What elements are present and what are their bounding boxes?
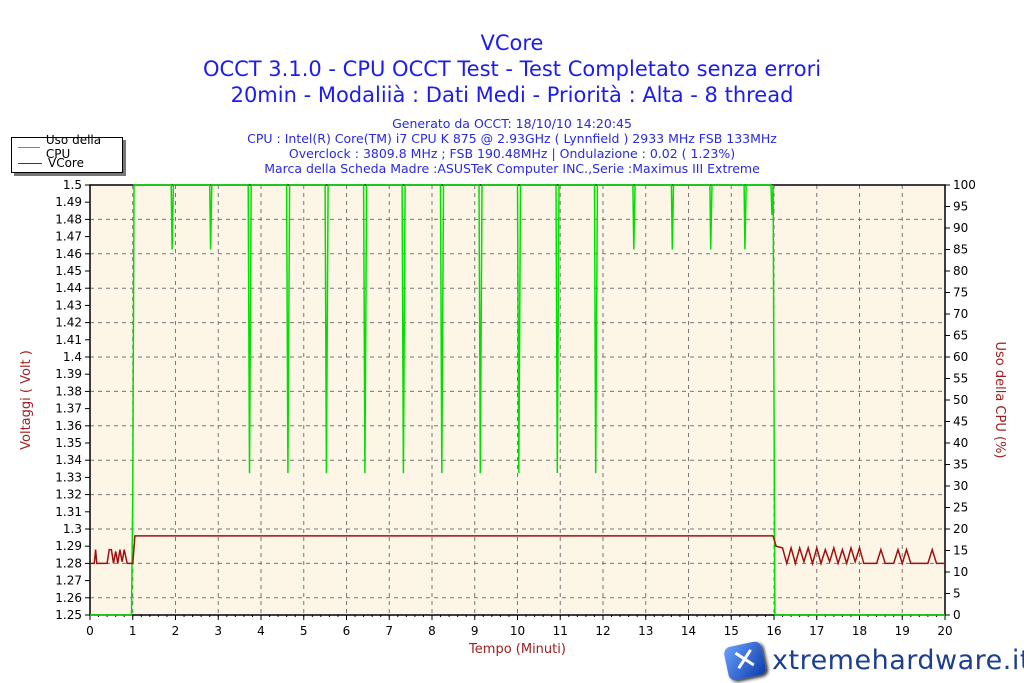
chart-subtitle-1: OCCT 3.1.0 - CPU OCCT Test - Test Comple…	[202, 57, 822, 81]
y-tick-label: 1.34	[55, 453, 82, 467]
legend: Uso della CPU VCore	[11, 133, 123, 173]
y2-tick-label: 30	[953, 479, 968, 493]
chart-subtitle-2: 20min - Modaliià : Dati Medi - Priorità …	[230, 83, 794, 107]
y-tick-label: 1.47	[55, 230, 82, 244]
legend-label: VCore	[48, 156, 84, 170]
x-logo-icon: ✕	[722, 640, 768, 682]
x-tick-label: 7	[385, 624, 393, 638]
series-line-vcore	[90, 535, 945, 567]
y-tick-label: 1.29	[55, 539, 82, 553]
y-tick-label: 1.44	[55, 281, 82, 295]
y2-tick-label: 90	[953, 221, 968, 235]
y-tick-label: 1.3	[63, 522, 82, 536]
y-tick-label: 1.43	[55, 298, 82, 312]
y2-tick-label: 0	[953, 608, 961, 622]
y-tick-label: 1.33	[55, 470, 82, 484]
watermark-text: xtremehardware.it	[772, 645, 1024, 676]
x-tick-label: 5	[300, 624, 308, 638]
chart-title: VCore	[480, 31, 544, 55]
x-tick-label: 16	[766, 624, 781, 638]
y2-tick-label: 55	[953, 372, 968, 386]
y-tick-label: 1.45	[55, 264, 82, 278]
x-tick-label: 3	[214, 624, 222, 638]
series-line-cpu	[90, 184, 945, 616]
x-tick-label: 13	[638, 624, 653, 638]
legend-label: Uso della CPU	[45, 133, 102, 161]
info-generated: Generato da OCCT: 18/10/10 14:20:45	[392, 116, 632, 131]
y2-tick-label: 35	[953, 458, 968, 472]
y-tick-label: 1.35	[55, 436, 82, 450]
x-tick-label: 20	[937, 624, 952, 638]
y2-tick-label: 100	[953, 178, 976, 192]
y-tick-label: 1.4	[63, 350, 82, 364]
info-cpu: CPU : Intel(R) Core(TM) i7 CPU K 875 @ 2…	[247, 131, 777, 146]
x-tick-label: 8	[428, 624, 436, 638]
x-tick-label: 18	[852, 624, 867, 638]
x-tick-label: 12	[595, 624, 610, 638]
y-tick-label: 1.27	[55, 574, 82, 588]
y2-tick-label: 60	[953, 350, 968, 364]
y-tick-label: 1.42	[55, 316, 82, 330]
x-tick-label: 1	[129, 624, 137, 638]
y2-tick-label: 80	[953, 264, 968, 278]
y2-tick-label: 5	[953, 587, 961, 601]
watermark-logo: ✕ xtremehardware.it	[722, 640, 1024, 682]
x-tick-label: 14	[681, 624, 696, 638]
y2-tick-label: 40	[953, 436, 968, 450]
y-axis-label: Voltaggi ( Volt )	[19, 350, 34, 450]
y-tick-label: 1.46	[55, 247, 82, 261]
y-tick-label: 1.38	[55, 384, 82, 398]
y2-tick-label: 95	[953, 200, 968, 214]
x-tick-label: 0	[86, 624, 94, 638]
info-overclock: Overclock : 3809.8 MHz ; FSB 190.48MHz |…	[288, 146, 736, 161]
y2-tick-label: 50	[953, 393, 968, 407]
x-tick-label: 11	[553, 624, 568, 638]
y2-tick-label: 65	[953, 329, 968, 343]
y2-tick-label: 15	[953, 544, 968, 558]
y2-tick-label: 20	[953, 522, 968, 536]
y2-tick-label: 45	[953, 415, 968, 429]
y-tick-label: 1.48	[55, 212, 82, 226]
y2-tick-label: 75	[953, 286, 968, 300]
y2-tick-label: 10	[953, 565, 968, 579]
y2-axis-label: Uso della CPU (%)	[992, 341, 1007, 458]
y-tick-label: 1.31	[55, 505, 82, 519]
y-tick-label: 1.49	[55, 195, 82, 209]
x-tick-label: 6	[343, 624, 351, 638]
x-tick-label: 2	[172, 624, 180, 638]
legend-item-vcore: VCore	[18, 155, 84, 171]
x-tick-label: 9	[471, 624, 479, 638]
y-tick-label: 1.5	[63, 178, 82, 192]
x-tick-label: 17	[809, 624, 824, 638]
y2-tick-label: 70	[953, 307, 968, 321]
y2-tick-label: 85	[953, 243, 968, 257]
x-tick-label: 4	[257, 624, 265, 638]
y-tick-label: 1.41	[55, 333, 82, 347]
y-tick-label: 1.25	[55, 608, 82, 622]
y-tick-label: 1.26	[55, 591, 82, 605]
y-tick-label: 1.28	[55, 556, 82, 570]
x-axis-label: Tempo (Minuti)	[468, 642, 566, 657]
info-motherboard: Marca della Scheda Madre :ASUSTeK Comput…	[264, 161, 760, 176]
y-tick-label: 1.36	[55, 419, 82, 433]
legend-item-cpu: Uso della CPU	[18, 133, 122, 161]
y-tick-label: 1.39	[55, 367, 82, 381]
y-tick-label: 1.37	[55, 402, 82, 416]
y2-tick-label: 25	[953, 501, 968, 515]
y-tick-label: 1.32	[55, 488, 82, 502]
x-tick-label: 15	[724, 624, 739, 638]
x-tick-label: 10	[510, 624, 525, 638]
x-tick-label: 19	[895, 624, 910, 638]
